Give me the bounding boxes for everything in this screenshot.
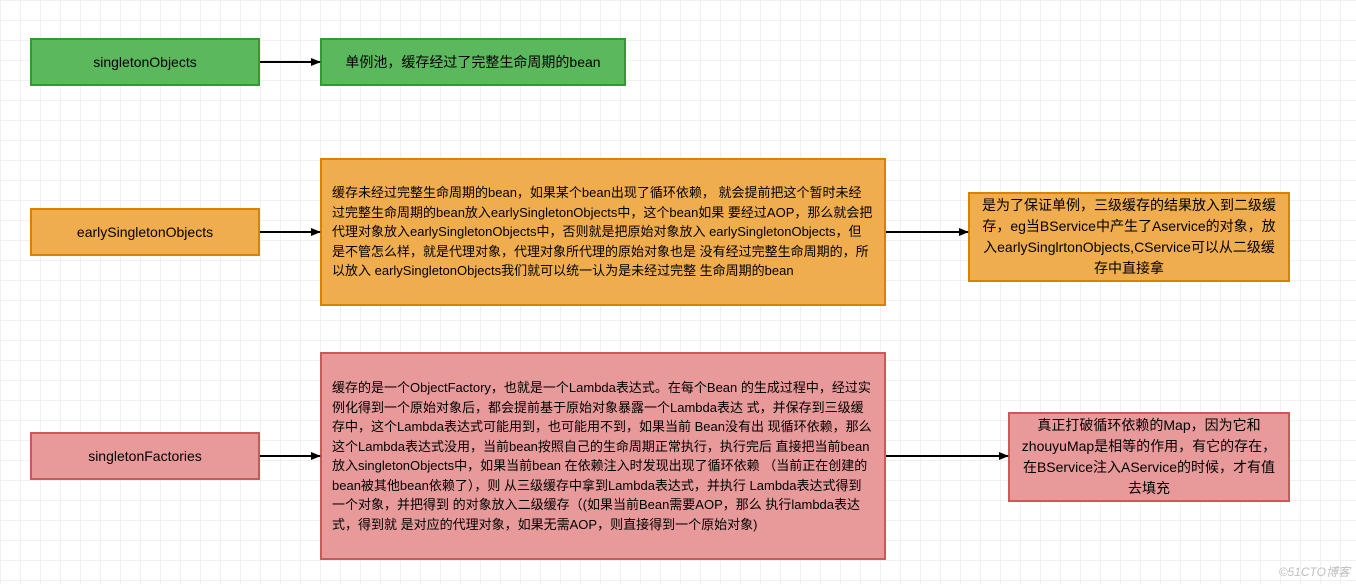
node-singleton-factories-note: 真正打破循环依赖的Map，因为它和zhouyuMap是相等的作用，有它的存在，在…: [1008, 412, 1290, 502]
text: 是为了保证单例，三级缓存的结果放入到二级缓存，eg当BService中产生了As…: [980, 195, 1278, 279]
node-singleton-objects-label: singletonObjects: [30, 38, 260, 86]
text: 缓存未经过完整生命周期的bean，如果某个bean出现了循环依赖， 就会提前把这…: [332, 183, 874, 281]
node-singleton-factories-desc: 缓存的是一个ObjectFactory，也就是一个Lambda表达式。在每个Be…: [320, 352, 886, 560]
node-singleton-factories-label: singletonFactories: [30, 432, 260, 480]
text: 真正打破循环依赖的Map，因为它和zhouyuMap是相等的作用，有它的存在，在…: [1020, 415, 1278, 499]
node-singleton-objects-desc: 单例池，缓存经过了完整生命周期的bean: [320, 38, 626, 86]
node-early-singleton-objects-desc: 缓存未经过完整生命周期的bean，如果某个bean出现了循环依赖， 就会提前把这…: [320, 158, 886, 306]
watermark-text: ©51CTO博客: [1279, 565, 1350, 579]
text: singletonObjects: [93, 52, 197, 73]
node-early-singleton-objects-note: 是为了保证单例，三级缓存的结果放入到二级缓存，eg当BService中产生了As…: [968, 192, 1290, 282]
text: earlySingletonObjects: [77, 222, 213, 243]
text: singletonFactories: [88, 446, 202, 467]
text: 单例池，缓存经过了完整生命周期的bean: [345, 52, 600, 73]
text: 缓存的是一个ObjectFactory，也就是一个Lambda表达式。在每个Be…: [332, 378, 874, 534]
watermark: ©51CTO博客: [1279, 563, 1350, 580]
node-early-singleton-objects-label: earlySingletonObjects: [30, 208, 260, 256]
